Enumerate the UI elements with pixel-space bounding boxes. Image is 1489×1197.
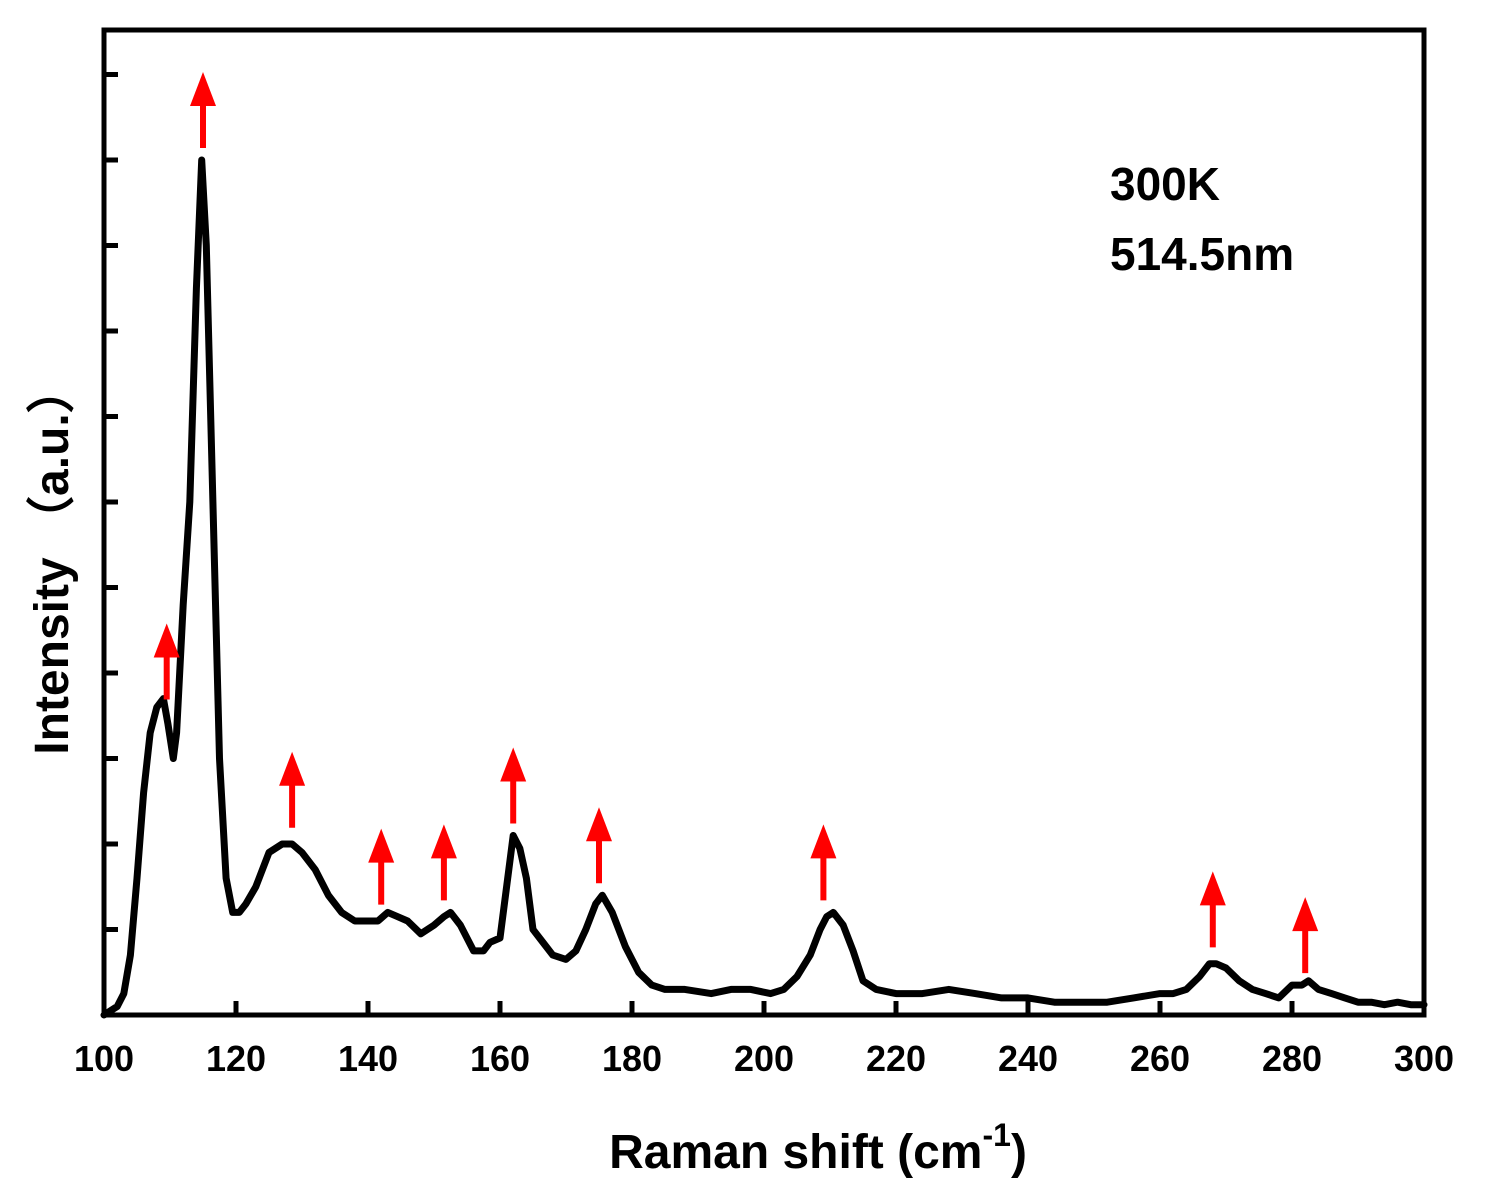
x-tick-label-240: 240 [998,1038,1058,1079]
peak-arrow-head [1292,897,1319,932]
peak-arrow-head [430,824,457,859]
x-axis-title-suffix: ) [1011,1126,1027,1179]
peak-arrow-head [190,72,216,106]
x-tick-label-200: 200 [734,1038,794,1079]
peak-arrow-head [500,747,527,782]
x-tick-label-280: 280 [1262,1038,1322,1079]
peak-arrow-head [153,623,180,658]
peak-arrow-head [586,807,612,842]
annotation-temperature: 300K [1110,158,1220,210]
peak-arrow-268 [1199,871,1226,948]
x-tick-label-180: 180 [602,1038,662,1079]
peak-arrow-142 [368,828,395,905]
x-tick-label-220: 220 [866,1038,926,1079]
peak-arrow-209 [810,824,837,901]
x-tick-label-100: 100 [74,1038,134,1079]
x-tick-label-140: 140 [338,1038,398,1079]
y-axis-title: Intensity （a.u.） [26,365,79,754]
peak-arrow-175 [586,807,612,884]
peak-arrow-162 [500,747,527,824]
peak-arrow-128.5 [279,751,306,828]
peak-arrow-head [279,751,306,786]
peak-arrow-151.5 [430,824,457,901]
peak-arrow-head [810,824,837,859]
x-tick-label-160: 160 [470,1038,530,1079]
peak-arrow-282 [1292,897,1319,974]
peak-arrow-head [368,828,395,863]
x-axis-tick-labels: 100 120 140 160 180 200 220 240 260 280 300 [74,1038,1454,1079]
plot-frame [101,27,1427,1018]
x-axis-title-superscript: -1 [982,1117,1010,1153]
x-axis-title-main: Raman shift (cm [609,1126,982,1179]
peak-arrow-head [1199,871,1226,906]
x-tick-label-300: 300 [1394,1038,1454,1079]
x-axis-title: Raman shift (cm-1) [609,1117,1027,1179]
annotation-wavelength: 514.5nm [1110,228,1294,280]
x-tick-label-120: 120 [206,1038,266,1079]
x-tick-label-260: 260 [1130,1038,1190,1079]
peak-arrow-115 [190,72,216,148]
peak-arrow-109.5 [153,623,180,700]
series-line-300k [100,156,1428,1019]
peak-markers [153,72,1319,974]
